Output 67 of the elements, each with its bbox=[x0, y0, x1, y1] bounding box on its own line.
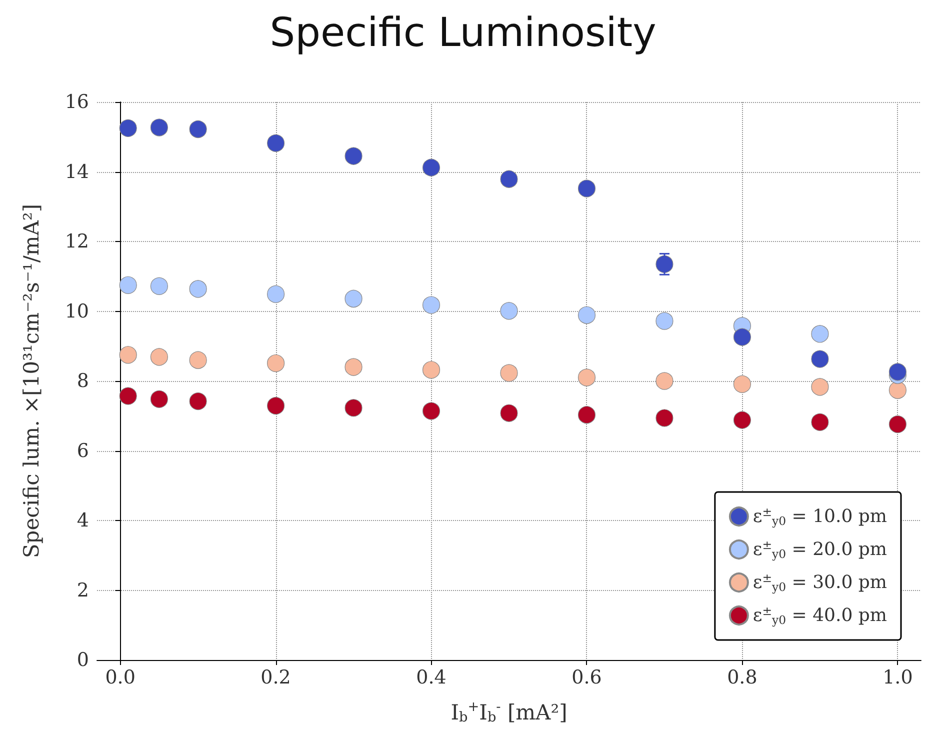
x-tick-label: 0.4 bbox=[416, 666, 446, 688]
point bbox=[344, 290, 362, 308]
point bbox=[267, 134, 285, 152]
point bbox=[811, 413, 829, 431]
point bbox=[888, 363, 906, 381]
legend-label: ε±y0 = 40.0 pm bbox=[752, 604, 888, 627]
y-tick-label: 12 bbox=[64, 230, 89, 252]
point bbox=[500, 170, 518, 188]
legend-label: ε±y0 = 10.0 pm bbox=[752, 505, 888, 528]
point bbox=[733, 328, 752, 346]
point bbox=[578, 180, 596, 198]
legend-label: ε±y0 = 20.0 pm bbox=[752, 538, 888, 561]
point bbox=[656, 372, 674, 390]
point bbox=[267, 396, 285, 415]
y-tick-label: 6 bbox=[76, 440, 89, 462]
point bbox=[888, 415, 906, 434]
point bbox=[119, 119, 137, 137]
y-tick-label: 0 bbox=[76, 649, 89, 671]
point bbox=[189, 392, 207, 410]
point bbox=[578, 406, 596, 424]
y-axis-title: Specific lum. ×[10³¹cm⁻²s⁻¹/mA²] bbox=[20, 204, 44, 558]
point bbox=[267, 354, 285, 372]
point bbox=[344, 399, 362, 417]
x-tick-label: 0.0 bbox=[105, 666, 136, 688]
point bbox=[267, 285, 285, 303]
point bbox=[811, 325, 829, 343]
point bbox=[733, 411, 752, 429]
x-tick-label: 0.8 bbox=[727, 666, 758, 688]
point bbox=[189, 120, 207, 138]
point bbox=[119, 276, 137, 294]
point bbox=[344, 358, 362, 376]
y-tick-label: 2 bbox=[76, 579, 89, 602]
point bbox=[422, 361, 440, 379]
point bbox=[500, 302, 518, 320]
y-tick-label: 14 bbox=[64, 160, 89, 183]
point bbox=[344, 147, 362, 165]
point bbox=[150, 277, 168, 295]
x-tick-label: 0.6 bbox=[572, 666, 602, 688]
point bbox=[811, 350, 829, 368]
point bbox=[189, 351, 207, 369]
y-tick-label: 16 bbox=[64, 91, 89, 113]
point bbox=[656, 409, 674, 427]
point bbox=[578, 368, 596, 386]
point bbox=[189, 280, 207, 298]
point bbox=[150, 390, 168, 408]
point bbox=[422, 402, 440, 420]
point bbox=[733, 375, 752, 393]
x-tick-label: 1.0 bbox=[882, 666, 913, 688]
point bbox=[500, 364, 518, 382]
point bbox=[656, 312, 674, 330]
point bbox=[422, 296, 440, 314]
x-tick-label: 0.2 bbox=[260, 666, 291, 688]
point bbox=[150, 118, 168, 136]
chart-title: Specific Luminosity bbox=[270, 10, 656, 56]
point bbox=[150, 348, 168, 366]
legend-label: ε±y0 = 30.0 pm bbox=[752, 571, 888, 594]
y-tick-label: 4 bbox=[76, 510, 89, 532]
y-tick-label: 8 bbox=[76, 370, 89, 392]
y-tick-label: 10 bbox=[64, 300, 89, 322]
point bbox=[578, 306, 596, 324]
point bbox=[119, 346, 137, 364]
point bbox=[811, 378, 829, 396]
point bbox=[422, 158, 440, 176]
point bbox=[656, 255, 674, 273]
point bbox=[888, 381, 906, 399]
point bbox=[119, 387, 137, 405]
point bbox=[500, 404, 518, 422]
